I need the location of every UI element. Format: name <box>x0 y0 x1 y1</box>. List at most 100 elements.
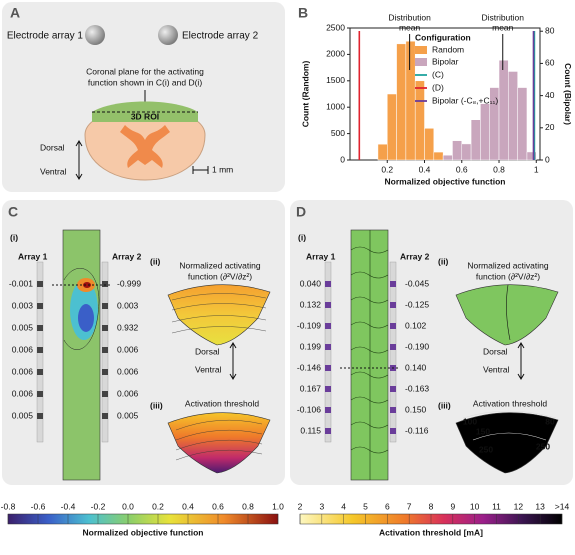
contour <box>63 268 100 350</box>
dorsal-label: Dorsal <box>483 346 508 356</box>
colorbar-tick-label: 2 <box>298 501 303 511</box>
colorbar-tick-label: 10 <box>470 501 480 511</box>
electrode-contact <box>102 369 108 375</box>
colorbar-tick-label: -0.4 <box>61 501 76 511</box>
contact-value: 0.115 <box>300 425 321 435</box>
contact-value: 0.150 <box>405 404 427 414</box>
roi-label: 3D ROI <box>131 111 159 121</box>
ventral-label: Ventral <box>195 364 222 374</box>
annotation: Distribution <box>481 12 524 22</box>
arrow <box>75 140 83 180</box>
colorbar-tick-label: -0.8 <box>1 501 16 511</box>
sub-label: (ii) <box>150 256 161 266</box>
threshold-map <box>167 412 271 474</box>
hist-bar <box>470 119 481 161</box>
electrode-shaft <box>324 261 332 443</box>
contact-value: 0.199 <box>300 341 322 351</box>
sub-label: (i) <box>298 232 306 242</box>
colorbar-tick-label: 12 <box>514 501 524 511</box>
arrow <box>517 342 525 380</box>
af-coronal-map <box>455 284 559 346</box>
x-tick-label: 0.4 <box>419 164 431 174</box>
colorbar-title: Activation threshold [mA] <box>379 527 483 537</box>
panel-c: C (i) Array 1 Array 2 -0.001 0.003 0.005 0.006 0… <box>8 204 271 481</box>
panel-label: C <box>8 204 18 220</box>
colorbar-tick-label: 0.8 <box>242 501 254 511</box>
x-tick-label: 0.8 <box>493 164 505 174</box>
y2-tick-label: 60 <box>545 58 555 68</box>
threshold-label: 250 <box>479 444 493 454</box>
contour <box>350 246 389 254</box>
electrode-contact <box>37 391 43 397</box>
colorbars: -0.8 -0.6 -0.4 -0.2 0.0 0.2 0.4 0.6 0.8 1.0 Normal… <box>1 501 570 537</box>
scale-bar <box>192 166 209 174</box>
grey-matter <box>120 125 170 168</box>
hist-bar <box>508 71 518 161</box>
contour <box>350 371 389 379</box>
sub-label: (i) <box>10 232 18 242</box>
dorsal-label: Dorsal <box>195 346 220 356</box>
dorsal-label: Dorsal <box>40 142 65 152</box>
electrode-contact <box>390 302 396 308</box>
y-tick-label: 0 <box>340 154 345 164</box>
hist-bar <box>452 140 463 161</box>
legend-label: Bipolar <box>432 56 459 66</box>
map-title: Activation threshold <box>473 398 547 408</box>
hist-bar <box>480 103 490 161</box>
panel-label: A <box>10 5 20 21</box>
contact-value: -0.999 <box>117 278 141 288</box>
colorbar-tick-label: 0.2 <box>152 501 164 511</box>
contact-value: 0.140 <box>405 362 427 372</box>
y-tick-label: 1000 <box>326 101 345 111</box>
electrode-contact <box>325 323 331 329</box>
threshold-label: 150 <box>476 426 490 436</box>
electrode-contact <box>390 323 396 329</box>
ventral-label: Ventral <box>483 364 510 374</box>
legend-title: Configuration <box>415 32 471 42</box>
y-tick-label: 2500 <box>326 22 345 32</box>
contour <box>350 396 389 404</box>
hist-bar <box>387 93 397 161</box>
map-title: Activation threshold <box>185 398 259 408</box>
annotation: Distribution <box>388 12 431 22</box>
panel-label: B <box>298 5 308 21</box>
electrode-label: Electrode array 1 <box>7 31 84 42</box>
contact-value: -0.190 <box>405 341 429 351</box>
threshold-label: 250 <box>536 441 550 451</box>
x-tick-label: 1 <box>534 164 539 174</box>
y-tick-label: 1500 <box>326 75 345 85</box>
contact-value: 0.006 <box>117 344 139 354</box>
plane-note: Coronal plane for the activating <box>86 66 204 76</box>
contour <box>462 410 557 419</box>
af-map <box>62 229 101 481</box>
hist-bar <box>396 43 407 161</box>
colorbar-tick-label: -0.6 <box>31 501 46 511</box>
hist-bar <box>433 151 444 161</box>
y-axis-label: Count (Random) <box>300 61 310 128</box>
hist-bar <box>442 154 453 161</box>
legend-label: (D) <box>432 82 444 92</box>
colorbar-tick-label: 9 <box>450 501 455 511</box>
electrode-contact <box>37 281 43 287</box>
legend-label: Bipolar (-C₈,+C₁₁) <box>432 95 498 105</box>
colorbar-tick-label: -0.2 <box>91 501 106 511</box>
contact-value: -0.001 <box>9 278 33 288</box>
colorbar-tick-label: 7 <box>407 501 412 511</box>
electrode-contact <box>37 369 43 375</box>
threshold-map <box>455 412 559 474</box>
contact-value: 0.005 <box>12 322 34 332</box>
colorbar-tick-label: 8 <box>429 501 434 511</box>
legend-label: (C) <box>432 69 444 79</box>
contour <box>350 271 389 279</box>
colorbar-tick-label: 5 <box>363 501 368 511</box>
electrode-contact <box>325 365 331 371</box>
arrow <box>229 342 237 380</box>
electrode-contact <box>37 303 43 309</box>
hist-bar <box>526 151 537 161</box>
electrode-contact <box>390 428 396 434</box>
colorbar-tick-label: 6 <box>385 501 390 511</box>
y2-tick-label: 80 <box>545 25 555 35</box>
colorbar-tick-label: 4 <box>341 501 346 511</box>
panel-a-bg <box>2 2 285 192</box>
